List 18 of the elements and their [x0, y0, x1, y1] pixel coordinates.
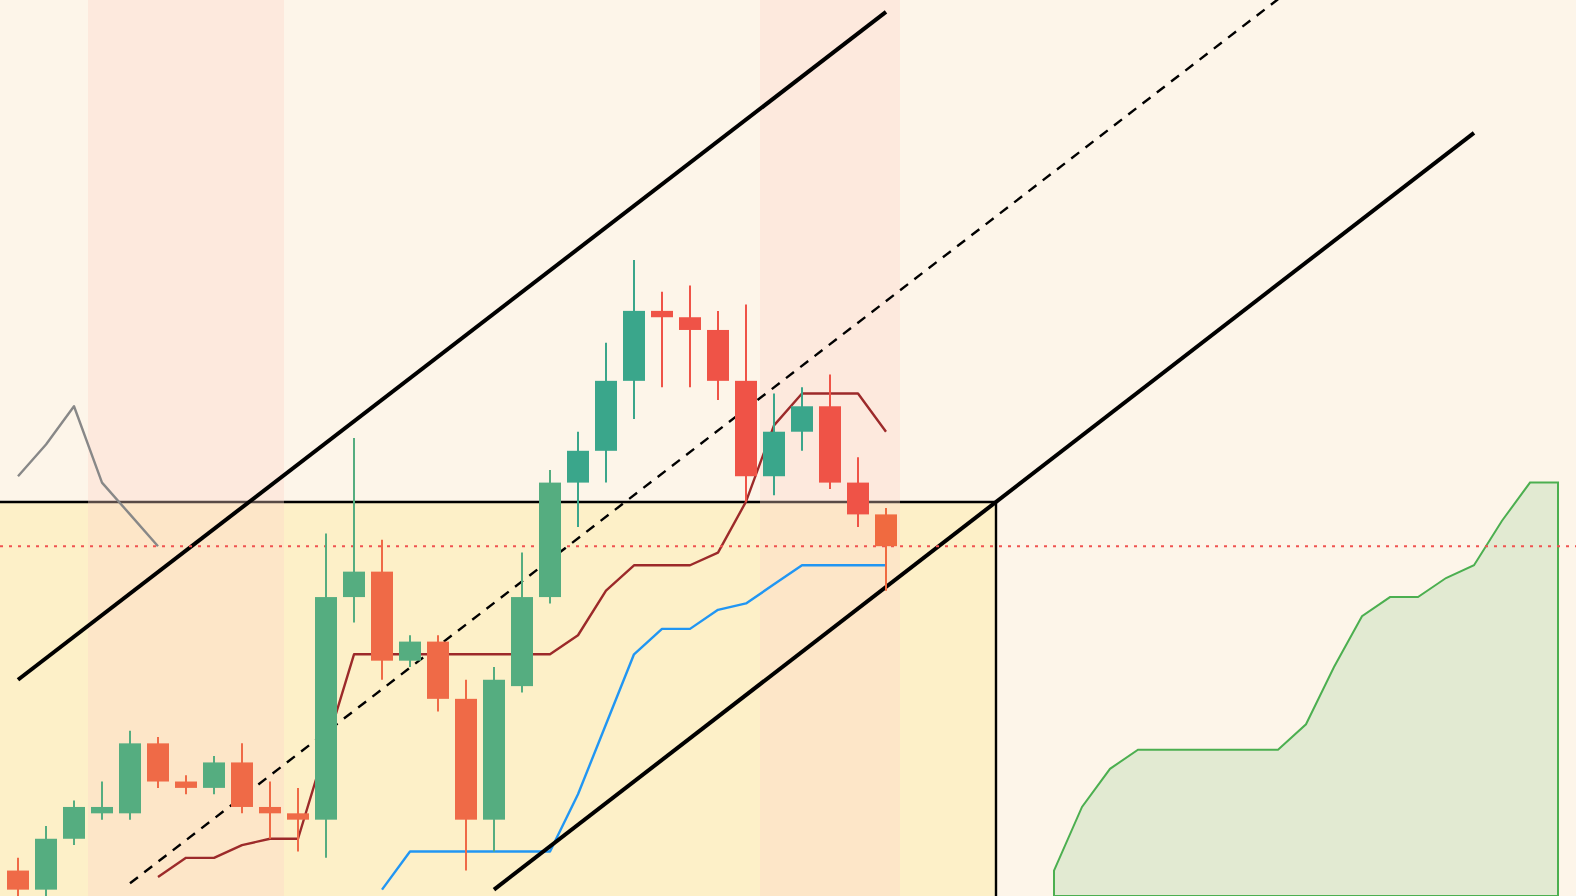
candlestick — [231, 742, 253, 815]
candlestick — [147, 736, 169, 789]
candlestick — [91, 780, 113, 821]
candlestick — [7, 856, 29, 896]
candlestick — [259, 780, 281, 840]
candlestick — [763, 392, 785, 497]
candlestick — [63, 799, 85, 847]
candlestick — [847, 456, 869, 529]
candlestick — [567, 430, 589, 529]
candlestick — [175, 774, 197, 796]
candlestick — [203, 755, 225, 796]
candlestick — [651, 290, 673, 389]
candlestick — [343, 437, 365, 624]
candlestick — [287, 786, 309, 853]
candlestick — [679, 284, 701, 389]
candlestick — [791, 386, 813, 452]
candlestick — [399, 634, 421, 669]
candlestick — [875, 507, 897, 592]
